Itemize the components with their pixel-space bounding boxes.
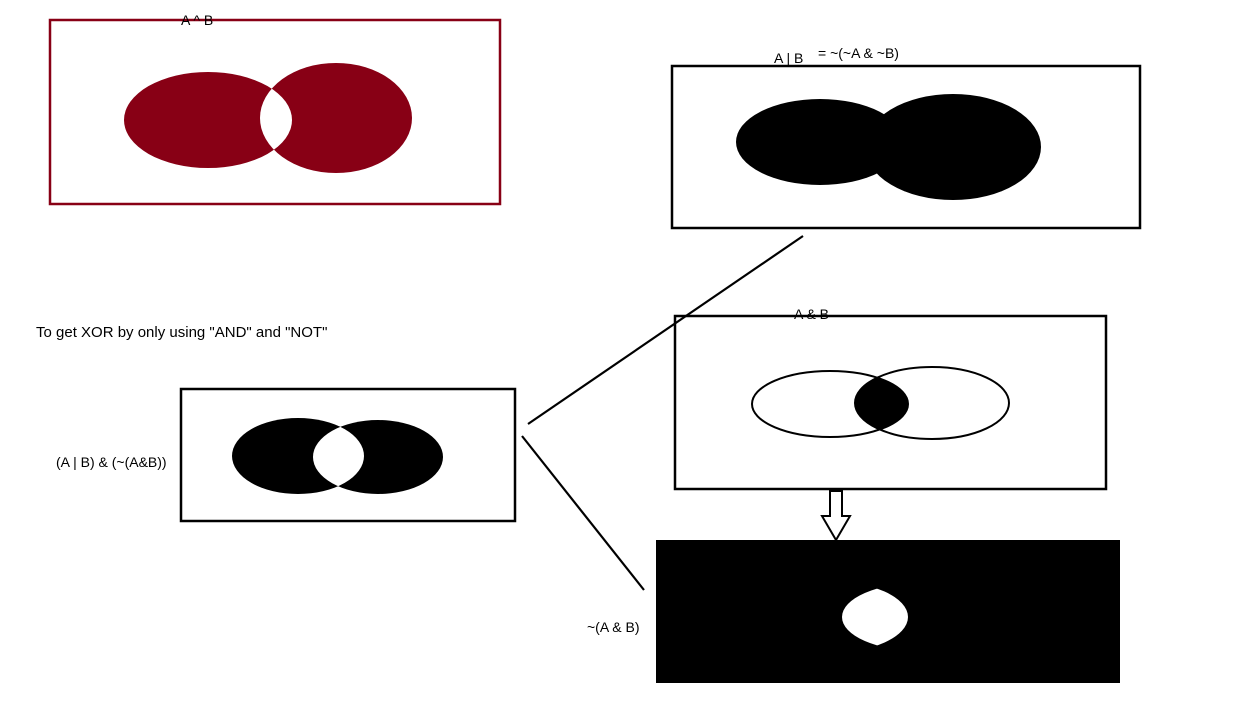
or-label: A | B [774,50,803,66]
combined-intersection [313,420,364,494]
combined-venn [232,418,443,494]
and-set-b [854,366,1010,440]
and-set-a [751,370,909,438]
xor-set-a [124,72,292,168]
xor-panel: A ^ B [48,12,502,206]
nand-panel: ~(A & B) [587,540,1120,683]
and-venn [751,366,1010,440]
connector-or-to-combined [527,235,804,425]
xor-set-b [260,63,412,173]
nand-venn [842,583,908,651]
connector-combined-to-nand [521,435,645,591]
or-venn [736,94,1041,200]
nand-label: ~(A & B) [587,619,640,635]
xor-label: A ^ B [181,12,213,28]
nand-intersection-hole [842,583,908,651]
xor-venn [124,63,412,173]
hollow-down-arrow-icon [820,490,852,542]
or-set-a [736,99,904,185]
and-label: A & B [794,306,829,322]
or-equation: = ~(~A & ~B) [818,45,899,61]
combined-label: (A | B) & (~(A&B)) [56,454,167,470]
combined-panel: (A | B) & (~(A&B)) [56,387,517,523]
connectors [521,235,852,591]
or-set-b [865,94,1041,200]
and-panel: A & B [673,306,1108,491]
or-panel: A | B = ~(~A & ~B) [670,45,1142,230]
xor-method-note: To get XOR by only using "AND" and "NOT" [36,324,327,341]
